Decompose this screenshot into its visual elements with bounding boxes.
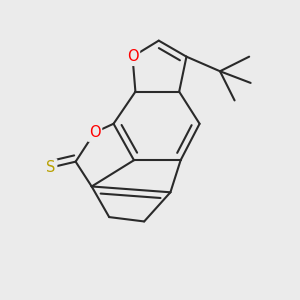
Text: O: O: [89, 125, 100, 140]
Text: S: S: [46, 160, 56, 175]
Text: O: O: [127, 49, 138, 64]
